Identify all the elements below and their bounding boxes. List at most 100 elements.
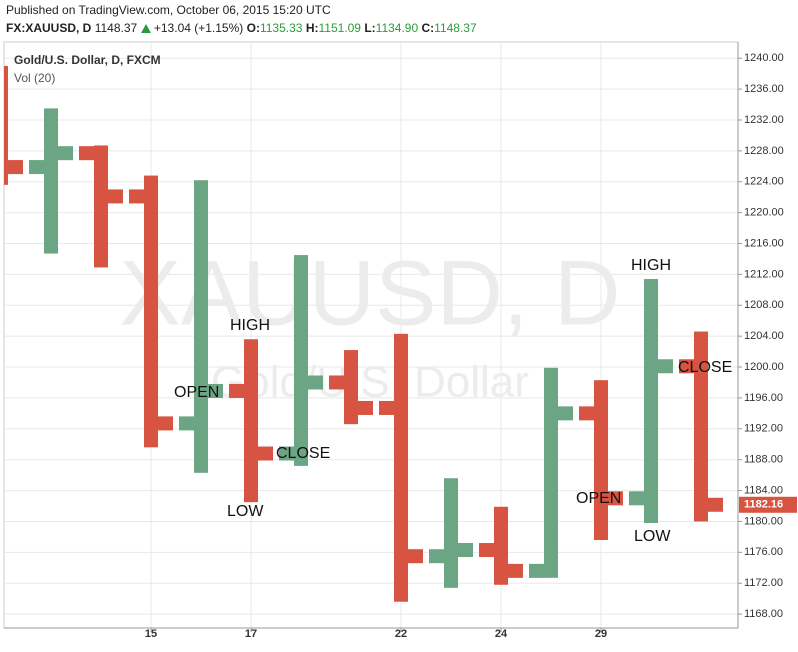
x-tick-label: 22 — [395, 628, 407, 640]
close-tick — [408, 549, 423, 564]
annotation: OPEN — [174, 384, 219, 401]
annotation: HIGH — [631, 257, 671, 274]
symbol: FX:XAUUSD, D — [6, 21, 92, 35]
open-tick — [279, 446, 294, 461]
bar-range — [594, 380, 608, 540]
annotation: OPEN — [576, 490, 621, 507]
bar-range — [294, 255, 308, 466]
open-tick — [429, 549, 444, 564]
ohlc-value: 1148.37 — [434, 21, 477, 35]
close-tick — [158, 416, 173, 431]
open-tick — [79, 146, 94, 161]
ohlc-label: H: — [305, 21, 319, 35]
bar-range — [544, 367, 558, 578]
close-tick — [508, 563, 523, 578]
close-tick — [208, 383, 223, 398]
ohlc-label: O: — [246, 21, 260, 35]
y-tick-label: 1232.00 — [744, 114, 784, 126]
header: Published on TradingView.com, October 06… — [0, 0, 798, 42]
ohlc-value: 1134.90 — [375, 21, 419, 35]
y-tick-label: 1196.00 — [744, 392, 783, 404]
symbol-line: FX:XAUUSD, D 1148.37 +13.04 (+1.15%) O:1… — [6, 21, 477, 35]
y-tick-label: 1224.00 — [744, 176, 784, 188]
plot-frame — [3, 41, 739, 629]
watermark-sub: Gold/U.S. Dollar — [211, 358, 529, 407]
close-tick — [608, 491, 623, 506]
ohlc-values: O:1135.33 H:1151.09 L:1134.90 C:1148.37 — [247, 21, 477, 35]
bar-range — [94, 145, 108, 268]
y-tick-label: 1240.00 — [744, 52, 784, 64]
ohlc-value: 1151.09 — [318, 21, 361, 35]
open-tick — [379, 400, 394, 415]
y-tick-label: 1228.00 — [744, 145, 784, 157]
y-tick-label: 1188.00 — [744, 454, 783, 466]
open-tick — [29, 160, 44, 175]
annotation: LOW — [227, 503, 264, 520]
close-tick — [8, 160, 23, 175]
ohlc-value: 1135.33 — [259, 21, 303, 35]
y-tick-label: 1200.00 — [744, 361, 784, 373]
bar-range — [144, 175, 158, 448]
y-tick-label: 1236.00 — [744, 83, 784, 95]
close-tick — [708, 497, 723, 512]
x-tick-label: 29 — [595, 628, 607, 640]
annotation: LOW — [634, 528, 671, 545]
open-tick — [479, 543, 494, 558]
open-tick — [529, 563, 544, 578]
open-tick — [579, 406, 594, 421]
bar-range — [4, 65, 8, 185]
last-price: 1148.37 — [94, 21, 138, 35]
bar-range — [494, 506, 508, 585]
x-tick-label: 24 — [495, 628, 508, 640]
close-tick — [358, 400, 373, 415]
bar-range — [394, 333, 408, 602]
chart-subtitle: Vol (20) — [14, 71, 55, 85]
y-tick-label: 1204.00 — [744, 330, 784, 342]
bar-range — [444, 478, 458, 588]
bar-range — [244, 339, 258, 503]
open-tick — [329, 375, 344, 390]
change: +13.04 (+1.15%) — [153, 21, 244, 35]
y-tick-label: 1168.00 — [744, 608, 783, 620]
close-tick — [658, 359, 673, 374]
close-tick — [58, 146, 73, 161]
x-tick-label: 17 — [245, 628, 257, 640]
published-note: Published on TradingView.com, October 06… — [6, 3, 331, 17]
y-tick-label: 1216.00 — [744, 237, 784, 249]
bar-range — [694, 331, 708, 522]
bar-range — [194, 180, 208, 473]
open-tick — [179, 416, 194, 431]
y-tick-label: 1192.00 — [744, 423, 783, 435]
y-tick-label: 1172.00 — [744, 577, 783, 589]
y-tick-label: 1220.00 — [744, 207, 784, 219]
up-arrow — [140, 24, 151, 33]
open-tick — [229, 383, 244, 398]
open-tick — [679, 359, 694, 374]
bar-range — [644, 279, 658, 523]
ohlc-label: C: — [421, 21, 435, 35]
close-tick — [108, 189, 123, 204]
close-tick — [558, 406, 573, 421]
last-price-label: 1182.16 — [744, 499, 783, 511]
open-tick — [629, 491, 644, 506]
close-tick — [308, 375, 323, 390]
chart-title: Gold/U.S. Dollar, D, FXCM — [14, 53, 161, 67]
bar-range — [344, 350, 358, 425]
bar-range — [44, 108, 58, 254]
y-tick-label: 1184.00 — [744, 484, 783, 496]
x-tick-label: 15 — [145, 628, 157, 640]
annotation: CLOSE — [678, 359, 732, 376]
annotation: CLOSE — [276, 445, 330, 462]
last-price-box — [739, 496, 797, 513]
y-tick-label: 1180.00 — [744, 515, 783, 527]
open-tick — [129, 189, 144, 204]
close-tick — [458, 543, 473, 558]
ohlc-label: L: — [364, 21, 376, 35]
close-tick — [258, 446, 273, 461]
y-tick-label: 1176.00 — [744, 546, 783, 558]
y-tick-label: 1212.00 — [744, 268, 784, 280]
y-tick-label: 1208.00 — [744, 299, 784, 311]
annotation: HIGH — [230, 317, 270, 334]
